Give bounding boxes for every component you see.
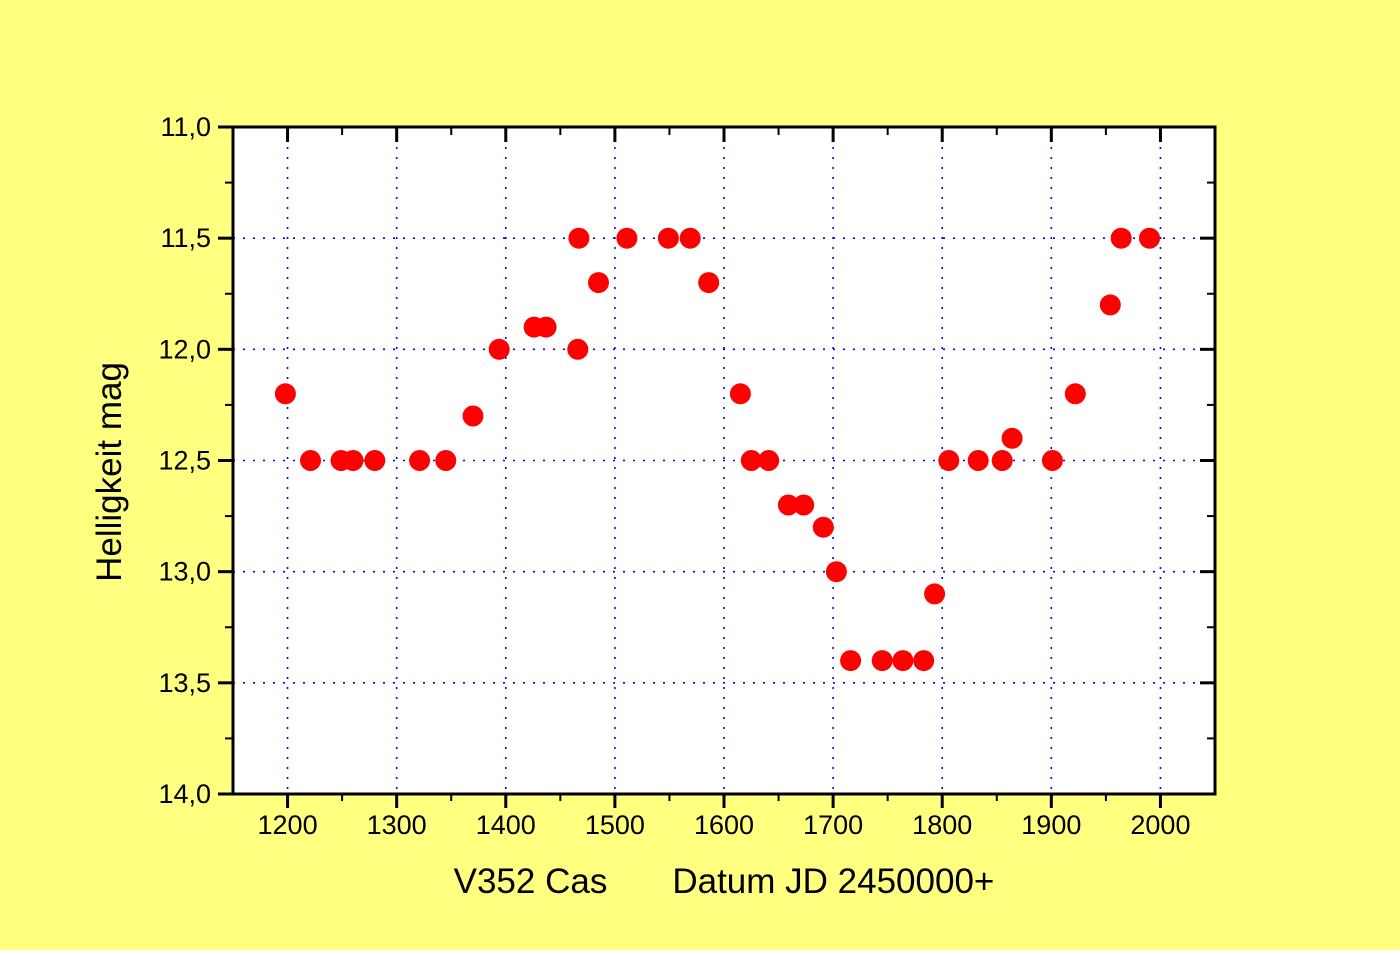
data-point	[793, 494, 815, 516]
data-point	[342, 450, 364, 471]
y-tick-label: 13,5	[158, 668, 211, 698]
data-point	[568, 227, 590, 249]
data-point	[1041, 450, 1063, 471]
data-point	[679, 227, 701, 249]
data-point	[462, 405, 484, 427]
data-point	[938, 450, 960, 471]
data-point	[924, 583, 946, 605]
y-tick-label: 11,0	[160, 112, 211, 142]
data-point	[657, 227, 679, 249]
data-point	[892, 650, 914, 672]
x-tick-label: 1300	[367, 810, 427, 840]
x-tick-label: 1600	[694, 810, 754, 840]
x-tick-label: 1800	[912, 810, 972, 840]
x-tick-label: 1700	[803, 810, 863, 840]
data-point	[812, 516, 834, 538]
data-point	[840, 650, 862, 672]
data-point	[567, 338, 589, 360]
data-point	[1139, 227, 1160, 249]
data-point	[1110, 227, 1132, 249]
data-points	[274, 227, 1160, 672]
data-point	[1001, 427, 1023, 449]
data-point	[777, 494, 799, 516]
data-point	[758, 450, 780, 471]
data-point	[409, 450, 431, 471]
data-point	[1064, 383, 1086, 405]
data-point	[300, 450, 321, 471]
data-point	[913, 650, 935, 672]
x-tick-label: 1500	[585, 810, 645, 840]
star-name-label: V352 Cas	[454, 862, 608, 901]
data-point	[825, 561, 847, 583]
x-tick-label: 2000	[1130, 810, 1190, 840]
data-point	[588, 272, 609, 294]
data-point	[364, 450, 386, 471]
y-tick-label: 12,5	[158, 446, 211, 476]
data-point	[740, 450, 762, 471]
data-point	[871, 650, 893, 672]
data-point	[729, 383, 751, 405]
y-tick-label: 13,0	[158, 557, 211, 587]
plot-border	[231, 125, 1217, 796]
data-point	[698, 272, 720, 294]
data-point	[616, 227, 638, 249]
data-point	[991, 450, 1013, 471]
y-tick-label: 14,0	[158, 779, 211, 809]
data-point	[535, 316, 557, 338]
x-tick-label: 1900	[1021, 810, 1081, 840]
data-point	[1099, 294, 1121, 316]
data-point	[435, 450, 457, 471]
x-tick-label: 1200	[258, 810, 318, 840]
data-point	[274, 383, 296, 405]
y-axis-title: Helligkeit mag	[90, 362, 129, 582]
x-tick-label: 1400	[476, 810, 536, 840]
x-axis-title: V352 Cas Datum JD 2450000+	[454, 862, 995, 901]
data-point	[488, 338, 510, 360]
tick-labels: 1200 1300 1400 1500 1600 1700 1800 1900 2000 11,0…	[158, 112, 1190, 840]
y-tick-label: 11,5	[160, 223, 211, 253]
y-tick-label: 12,0	[158, 334, 211, 364]
gridlines	[233, 127, 1215, 794]
x-axis-unit-label: Datum JD 2450000+	[672, 862, 994, 901]
data-point	[967, 450, 989, 471]
